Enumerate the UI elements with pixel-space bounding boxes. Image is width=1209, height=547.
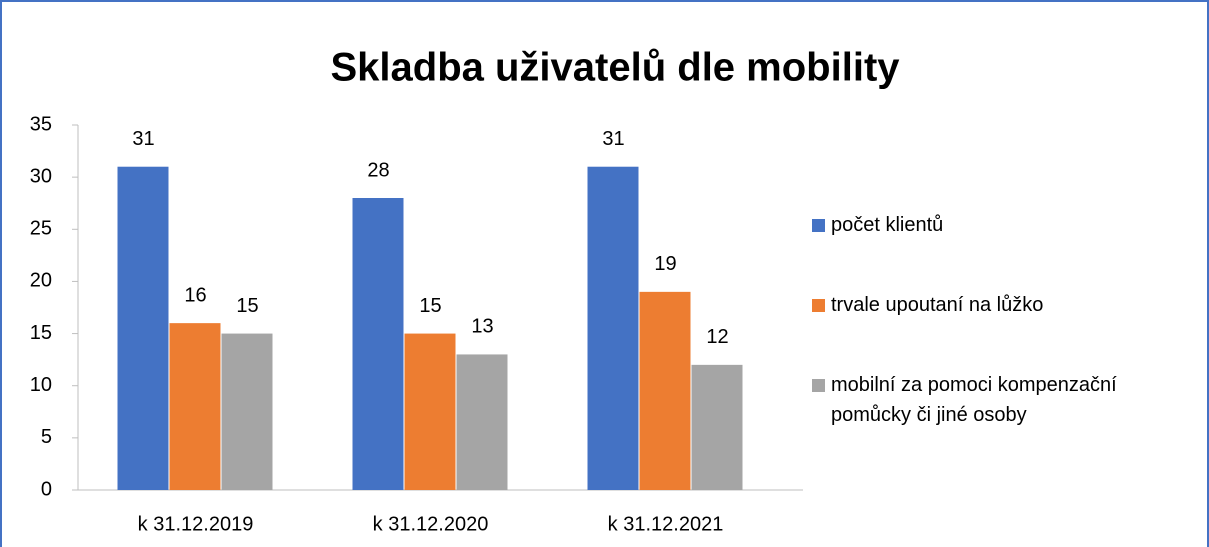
y-tick-label: 25 [30,218,52,240]
bar [352,198,404,490]
data-label: 16 [184,284,206,306]
bar [404,333,456,490]
bar [117,166,169,490]
bar [169,323,221,490]
legend-label: trvale upoutaní na lůžko [831,294,1044,316]
y-tick-label: 10 [30,374,52,396]
data-label: 19 [654,253,676,275]
bar [456,354,508,490]
y-tick-label: 15 [30,322,52,344]
data-label: 28 [367,159,389,181]
legend: počet klientů trvale upoutaní na lůžko mob… [812,210,1202,480]
bar [587,166,639,490]
y-tick-label: 5 [41,426,52,448]
data-label: 31 [132,128,154,150]
bar [221,333,273,490]
legend-swatch [812,219,825,232]
legend-swatch [812,379,825,392]
data-label: 12 [706,326,728,348]
data-label: 15 [236,295,258,317]
legend-entry: trvale upoutaní na lůžko [812,290,1202,320]
legend-entry: mobilní za pomoci kompenzační pomůcky či… [812,370,1202,430]
legend-label: počet klientů [831,214,944,236]
legend-label: mobilní za pomoci kompenzační pomůcky či… [831,374,1117,426]
y-tick-label: 0 [41,478,52,500]
bar [639,291,691,490]
x-tick-label: k 31.12.2020 [373,513,489,535]
x-tick-label: k 31.12.2021 [608,513,724,535]
y-tick-label: 20 [30,270,52,292]
y-tick-label: 30 [30,165,52,187]
data-label: 15 [419,295,441,317]
x-tick-label: k 31.12.2019 [138,513,254,535]
bar [691,364,743,490]
y-tick-label: 35 [30,113,52,135]
legend-entry: počet klientů [812,210,1202,240]
data-label: 31 [602,128,624,150]
legend-swatch [812,299,825,312]
chart-title: Skladba uživatelů dle mobility [330,46,900,90]
data-label: 13 [471,316,493,338]
